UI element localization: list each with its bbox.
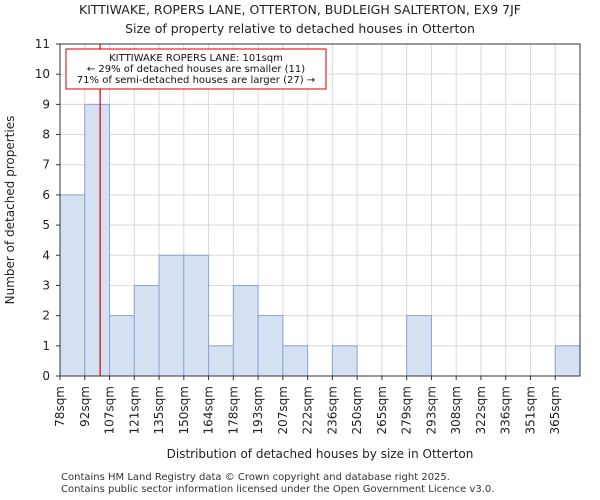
- y-tick-label: 8: [42, 128, 50, 142]
- x-tick-label: 207sqm: [276, 386, 290, 434]
- y-tick-label: 7: [42, 158, 50, 172]
- y-tick-label: 11: [35, 37, 50, 51]
- bar: [208, 345, 234, 377]
- x-axis-label: Distribution of detached houses by size …: [167, 447, 474, 461]
- chart-title: KITTIWAKE, ROPERS LANE, OTTERTON, BUDLEI…: [79, 2, 521, 17]
- histogram-chart: 0 1 2 3 4 5 6 7 8 9 10 11 78sqm 92sqm 107sqm 121sqm 135s…: [3, 37, 581, 461]
- bar: [133, 284, 160, 377]
- annotation-box: [65, 48, 327, 90]
- x-tick-label: 164sqm: [202, 386, 216, 434]
- y-tick-label: 3: [42, 278, 50, 292]
- x-tick-label: 78sqm: [53, 386, 67, 427]
- bar: [109, 315, 135, 377]
- bar: [158, 254, 185, 377]
- annotation-line-1: KITTIWAKE ROPERS LANE: 101sqm: [109, 53, 283, 64]
- x-tick-label: 121sqm: [127, 386, 141, 434]
- bar: [59, 194, 86, 377]
- y-tick-label: 2: [42, 309, 50, 323]
- x-tick-label: 236sqm: [325, 386, 339, 434]
- x-tick-label: 279sqm: [400, 386, 414, 434]
- y-tick-label: 0: [42, 369, 50, 383]
- x-tick-label: 193sqm: [251, 386, 265, 434]
- annotation-line-2: ← 29% of detached houses are smaller (11…: [87, 64, 305, 75]
- y-tick-label: 6: [42, 188, 50, 202]
- bar: [232, 284, 259, 377]
- bar: [84, 103, 111, 377]
- y-tick-label: 10: [35, 67, 50, 81]
- annotation-line-3: 71% of semi-detached houses are larger (…: [77, 75, 315, 86]
- x-tick-label: 308sqm: [449, 386, 463, 434]
- x-tick-label: 92sqm: [78, 386, 92, 427]
- x-tick-label: 365sqm: [548, 386, 562, 434]
- bar: [331, 345, 358, 377]
- x-tick-label: 135sqm: [152, 386, 166, 434]
- footer-copyright: Contains HM Land Registry data © Crown c…: [61, 472, 450, 483]
- x-tick-label: 178sqm: [226, 386, 240, 434]
- bar: [257, 315, 284, 377]
- chart-subtitle: Size of property relative to detached ho…: [125, 21, 475, 36]
- x-tick-label: 336sqm: [499, 386, 513, 434]
- bar: [554, 345, 581, 377]
- x-tick-label: 322sqm: [474, 386, 488, 434]
- x-tick-label: 293sqm: [424, 386, 438, 434]
- y-tick-label: 5: [42, 218, 50, 232]
- x-tick-label: 351sqm: [523, 386, 537, 434]
- y-tick-label: 4: [42, 248, 50, 262]
- y-tick-label: 9: [42, 97, 50, 111]
- x-tick-label: 265sqm: [375, 386, 389, 434]
- y-tick-label: 1: [42, 339, 50, 353]
- x-tick-label: 222sqm: [301, 386, 315, 434]
- x-tick-label: 150sqm: [177, 386, 191, 434]
- y-axis-label: Number of detached properties: [3, 116, 17, 305]
- bar: [406, 315, 432, 377]
- footer-licence: Contains public sector information licen…: [61, 484, 495, 495]
- plot-frame: [59, 43, 581, 377]
- bar: [282, 345, 309, 377]
- x-tick-label: 250sqm: [350, 386, 364, 434]
- bar: [183, 254, 210, 377]
- x-tick-label: 107sqm: [103, 386, 117, 434]
